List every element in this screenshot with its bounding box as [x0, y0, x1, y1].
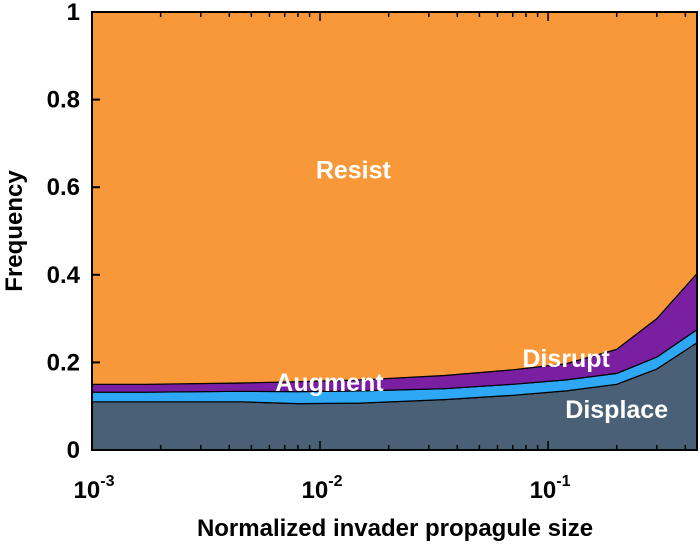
y-tick-label: 0.6 — [47, 174, 80, 201]
y-tick-label: 0 — [67, 437, 80, 464]
y-tick-label: 0.2 — [47, 349, 80, 376]
axes: 0 0.2 0.4 0.6 0.8 1 10-3 10-2 10-1 — [47, 0, 687, 504]
y-tick-label: 0.4 — [47, 262, 81, 289]
y-tick-label: 0.8 — [47, 87, 80, 114]
x-tick-label: 10-3 — [74, 473, 115, 504]
area-layers — [91, 11, 698, 451]
region-label-resist: Resist — [316, 156, 392, 184]
x-tick-label: 10-2 — [302, 473, 343, 504]
area-resist — [91, 11, 698, 385]
x-tick-label: 10-1 — [530, 473, 571, 504]
region-label-augment: Augment — [275, 369, 384, 397]
region-label-disrupt: Disrupt — [522, 345, 610, 373]
y-tick-label: 1 — [67, 0, 80, 26]
region-label-displace: Displace — [565, 396, 668, 424]
x-axis-title: Normalized invader propagule size — [197, 515, 593, 542]
y-axis-title: Frequency — [1, 170, 28, 292]
plot-frame — [91, 11, 698, 451]
region-labels: Resist Disrupt Augment Displace — [275, 156, 668, 424]
